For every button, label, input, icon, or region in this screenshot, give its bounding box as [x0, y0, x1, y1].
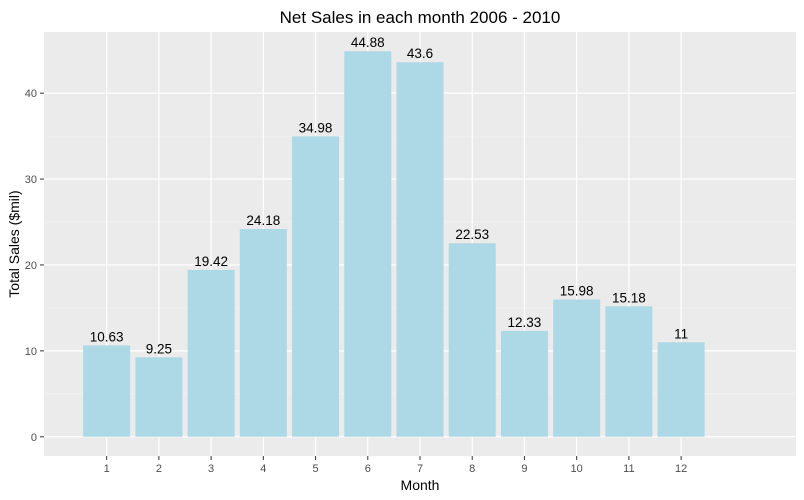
y-tick-label: 30	[25, 174, 37, 186]
bar-value-label: 9.25	[146, 341, 172, 356]
bar-value-label: 24.18	[246, 213, 280, 228]
bar-value-label: 43.6	[407, 46, 433, 61]
bar	[292, 136, 340, 437]
bar-value-label: 15.98	[560, 283, 594, 298]
bar-value-labels: 10.63 9.25 19.42 24.18 34.98 44.88 43.6 22.53 12…	[90, 35, 688, 356]
bar-value-label: 44.88	[351, 35, 385, 50]
x-tick-label: 3	[208, 463, 214, 475]
y-tick-label: 10	[25, 346, 37, 358]
bar	[553, 299, 601, 437]
x-tick-label: 5	[312, 463, 318, 475]
y-tick-label: 40	[25, 88, 37, 100]
y-axis-title: Total Sales ($mil)	[6, 190, 22, 297]
bar-value-label: 15.18	[612, 290, 646, 305]
y-tick-label: 20	[25, 260, 37, 272]
x-tick-label: 10	[571, 463, 583, 475]
x-axis: 1 2 3 4 5 6 7 8 9 10 11 12	[104, 456, 687, 475]
bar	[239, 229, 287, 437]
bar-value-label: 34.98	[299, 120, 333, 135]
chart-title: Net Sales in each month 2006 - 2010	[280, 8, 561, 27]
bar-value-label: 11	[674, 326, 688, 341]
bar-value-label: 12.33	[508, 315, 542, 330]
bars	[83, 51, 705, 437]
x-tick-label: 6	[365, 463, 371, 475]
bar	[344, 51, 392, 437]
x-tick-label: 1	[104, 463, 110, 475]
x-tick-label: 7	[417, 463, 423, 475]
x-tick-label: 9	[521, 463, 527, 475]
x-tick-label: 11	[623, 463, 634, 475]
bar	[135, 357, 183, 437]
bar	[448, 243, 496, 437]
x-tick-label: 12	[675, 463, 687, 475]
y-axis: 0 10 20 30 40	[25, 88, 44, 444]
bar	[396, 62, 444, 437]
x-tick-label: 2	[156, 463, 162, 475]
bar	[187, 269, 235, 437]
y-tick-label: 0	[31, 432, 37, 444]
x-axis-title: Month	[401, 477, 440, 493]
bar-value-label: 22.53	[455, 227, 489, 242]
bar-value-label: 10.63	[90, 329, 124, 344]
x-tick-label: 4	[260, 463, 266, 475]
bar	[657, 342, 705, 437]
bar	[605, 306, 653, 437]
bar	[500, 330, 548, 437]
bar	[83, 345, 131, 437]
x-tick-label: 8	[469, 463, 475, 475]
bar-value-label: 19.42	[194, 254, 228, 269]
